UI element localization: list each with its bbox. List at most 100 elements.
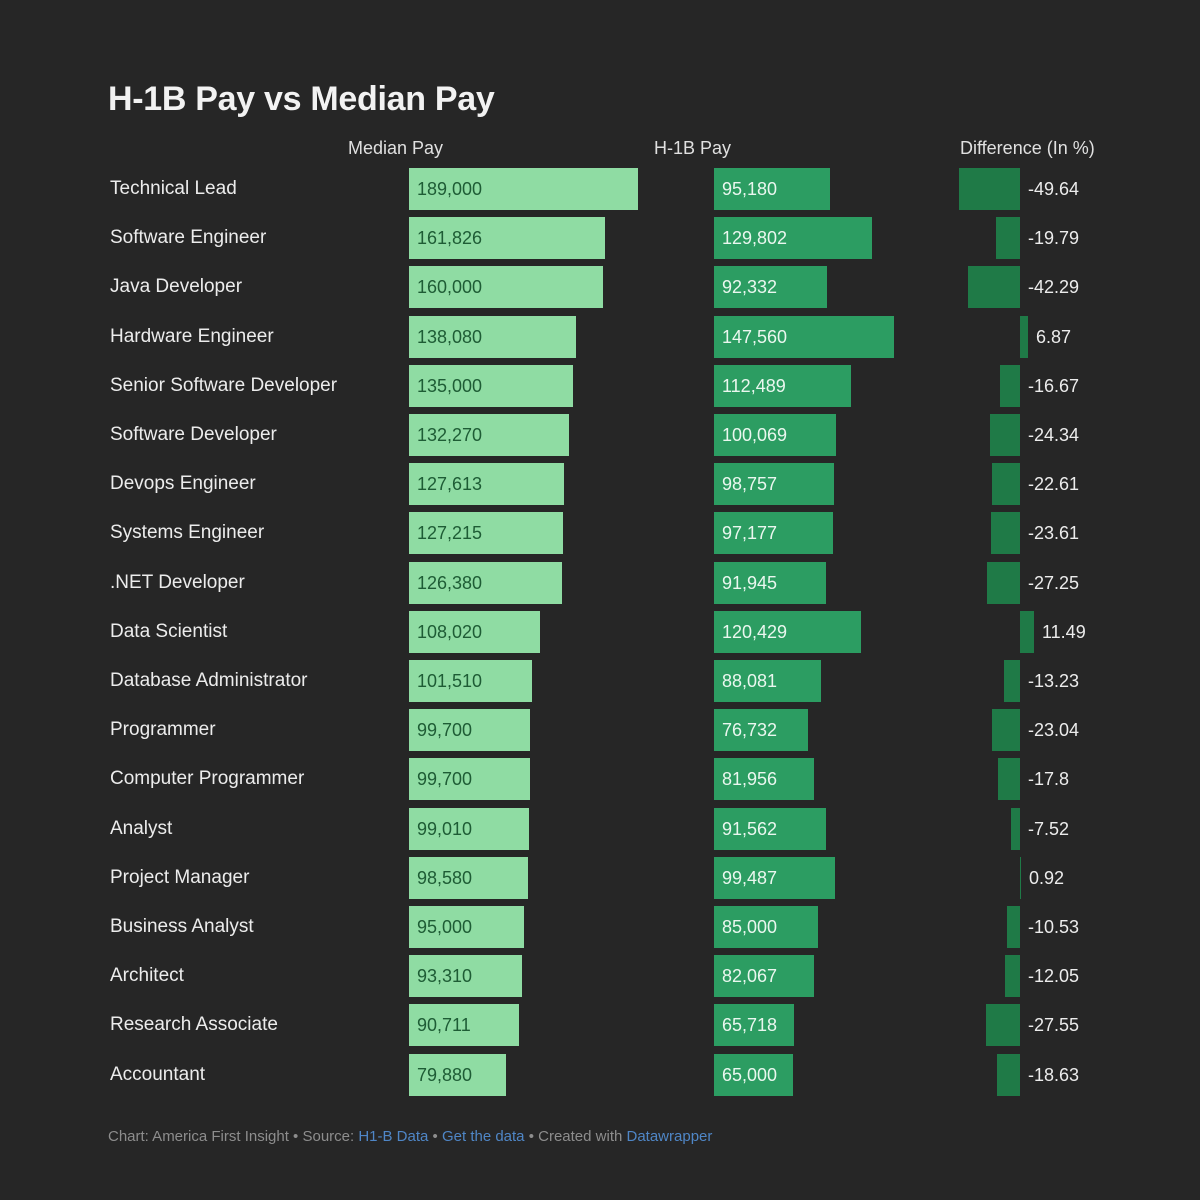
median-pay-bar [409, 561, 562, 604]
row-label: Technical Lead [110, 178, 237, 199]
h1b-pay-bar [714, 512, 833, 555]
median-pay-bar [409, 906, 524, 948]
h1b-pay-bar [714, 660, 821, 702]
difference-value: -23.61 [1028, 523, 1080, 544]
median-pay-bar [409, 856, 528, 899]
row-label: Computer Programmer [110, 768, 305, 790]
difference-bar [968, 266, 1020, 309]
difference-value: -10.53 [1028, 917, 1080, 937]
median-pay-value: 99,700 [417, 720, 473, 741]
difference-value: -16.67 [1028, 375, 1080, 396]
median-pay-bar [409, 758, 530, 801]
column-header-median-pay: Median Pay [348, 138, 444, 158]
difference-bar [997, 1053, 1020, 1096]
median-pay-value: 90,711 [417, 1015, 471, 1036]
difference-bar [991, 512, 1020, 555]
row-label: Project Manager [110, 866, 250, 888]
footer-credit-text: Chart: America First Insight • Source: [108, 1128, 359, 1145]
median-pay-value: 189,000 [417, 179, 483, 199]
row-label: Programmer [110, 719, 216, 741]
chart-title: H-1B Pay vs Median Pay [108, 80, 495, 118]
row-label: Accountant [110, 1063, 206, 1085]
difference-value: 6.87 [1036, 326, 1072, 347]
median-pay-bar [409, 660, 532, 702]
difference-bar [992, 709, 1020, 752]
difference-value: -27.25 [1028, 572, 1080, 593]
h1b-pay-bar [714, 758, 814, 801]
footer-created-with: • Created with [524, 1128, 627, 1145]
h1b-pay-bar [714, 414, 836, 456]
median-pay-value: 160,000 [417, 277, 483, 298]
h1b-pay-bar [714, 364, 851, 407]
h1b-pay-bar [714, 856, 835, 899]
row-label: Java Developer [110, 276, 243, 298]
difference-bar [1005, 955, 1020, 998]
difference-value: -18.63 [1028, 1064, 1080, 1085]
median-pay-bar [409, 217, 605, 260]
source-link[interactable]: H1-B Data [358, 1128, 429, 1145]
median-pay-bar [409, 512, 563, 555]
row-label: Software Developer [110, 424, 277, 445]
row-label: Architect [110, 965, 184, 987]
h1b-pay-bar [714, 1004, 794, 1047]
h1b-pay-value: 82,067 [722, 966, 778, 987]
column-header-difference: Difference (In %) [960, 138, 1095, 158]
median-pay-value: 126,380 [417, 572, 483, 593]
difference-value: -7.52 [1028, 818, 1070, 839]
median-pay-value: 99,700 [417, 769, 473, 790]
h1b-pay-value: 91,945 [722, 572, 778, 593]
h1b-pay-bar [714, 463, 834, 506]
difference-bar [1000, 364, 1020, 407]
h1b-pay-value: 99,487 [722, 867, 778, 888]
difference-value: -12.05 [1028, 966, 1080, 987]
h1b-pay-value: 97,177 [722, 523, 778, 544]
difference-value: -13.23 [1028, 671, 1080, 691]
difference-bar [1020, 315, 1028, 358]
h1b-pay-value: 129,802 [722, 228, 788, 249]
difference-bar [1011, 807, 1020, 850]
median-pay-value: 101,510 [417, 671, 483, 691]
h1b-pay-value: 92,332 [722, 277, 778, 298]
median-pay-value: 127,215 [417, 523, 483, 544]
get-the-data-link[interactable]: Get the data [441, 1128, 525, 1145]
datawrapper-link[interactable]: Datawrapper [626, 1128, 713, 1145]
difference-bar [996, 217, 1020, 260]
h1b-pay-bar [714, 1053, 793, 1096]
h1b-pay-bar [714, 807, 826, 850]
h1b-pay-bar [714, 709, 808, 752]
h1b-pay-bar [714, 168, 830, 210]
median-pay-bar [409, 315, 576, 358]
h1b-pay-value: 81,956 [722, 769, 778, 790]
median-pay-bar [409, 955, 522, 998]
median-pay-bar [409, 1004, 519, 1047]
h1b-pay-value: 76,732 [722, 720, 778, 741]
median-pay-bar [409, 364, 573, 407]
difference-bar [1020, 856, 1021, 899]
h1b-pay-bar [714, 955, 814, 998]
h1b-pay-value: 120,429 [722, 621, 788, 642]
median-pay-bar [409, 807, 529, 850]
median-pay-value: 93,310 [417, 966, 473, 987]
difference-value: -23.04 [1028, 720, 1080, 741]
difference-value: -49.64 [1028, 179, 1080, 199]
h1b-pay-value: 65,000 [722, 1064, 778, 1085]
h1b-pay-value: 85,000 [722, 917, 778, 937]
h1b-pay-bar [714, 906, 818, 948]
difference-bar [986, 1004, 1020, 1047]
footer-separator: • [428, 1128, 442, 1145]
row-label: Software Engineer [110, 227, 267, 249]
h1b-pay-value: 65,718 [722, 1015, 778, 1036]
median-pay-value: 95,000 [417, 917, 473, 937]
row-label: Systems Engineer [110, 522, 265, 544]
row-label: Analyst [110, 817, 173, 839]
row-label: Business Analyst [110, 916, 254, 937]
difference-value: -24.34 [1028, 425, 1080, 445]
median-pay-bar [409, 1053, 506, 1096]
difference-value: 11.49 [1042, 621, 1086, 642]
difference-bar [990, 414, 1020, 456]
difference-value: -22.61 [1028, 474, 1080, 495]
difference-bar [987, 561, 1020, 604]
h1b-pay-value: 112,489 [722, 375, 786, 396]
